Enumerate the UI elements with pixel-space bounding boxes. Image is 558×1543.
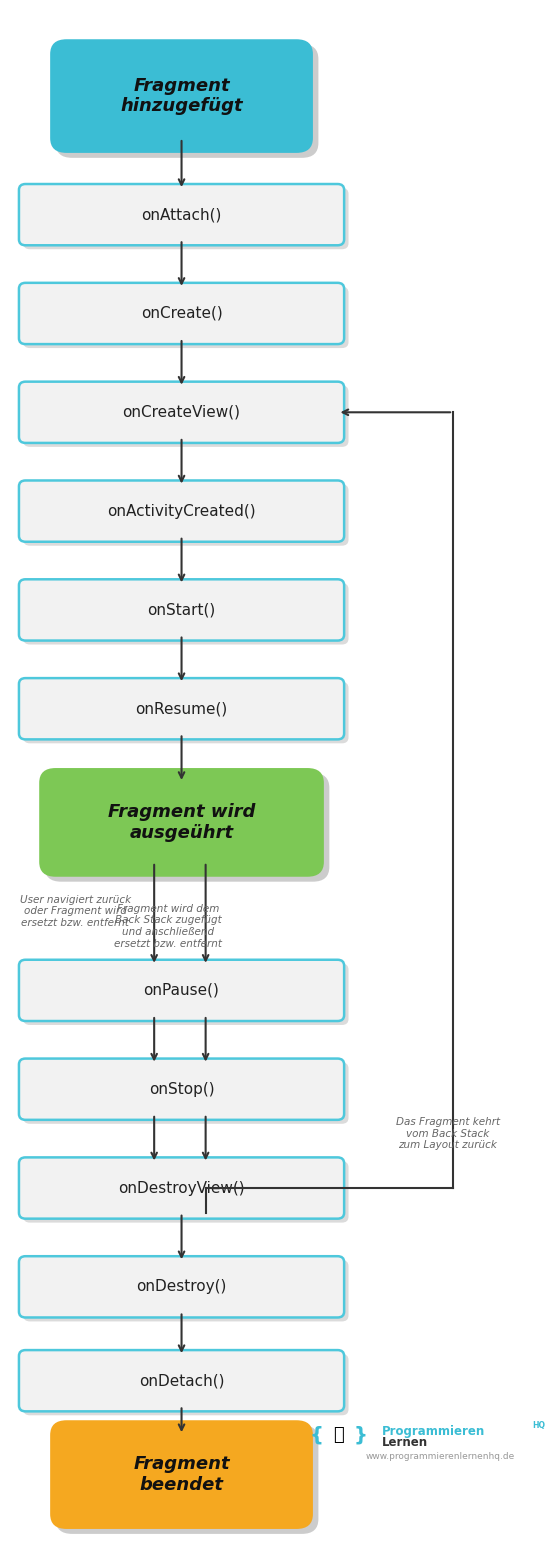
FancyBboxPatch shape [19, 184, 344, 245]
Text: onDetach(): onDetach() [139, 1373, 224, 1389]
Text: Fragment
beendet: Fragment beendet [133, 1455, 230, 1494]
Text: onResume(): onResume() [136, 701, 228, 716]
FancyBboxPatch shape [19, 579, 344, 640]
FancyBboxPatch shape [19, 1256, 344, 1318]
FancyBboxPatch shape [23, 386, 349, 447]
FancyBboxPatch shape [19, 1157, 344, 1219]
Text: onCreateView(): onCreateView() [123, 404, 240, 420]
Text: User navigiert zurück
oder Fragment wird
ersetzt bzw. entfernt: User navigiert zurück oder Fragment wird… [20, 895, 131, 927]
Text: Fragment
hinzugefügt: Fragment hinzugefügt [120, 77, 243, 116]
Text: }: } [353, 1426, 367, 1444]
FancyBboxPatch shape [23, 1261, 349, 1321]
FancyBboxPatch shape [23, 188, 349, 250]
FancyBboxPatch shape [23, 964, 349, 1025]
FancyBboxPatch shape [19, 480, 344, 542]
Text: Das Fragment kehrt
vom Back Stack
zum Layout zurück: Das Fragment kehrt vom Back Stack zum La… [396, 1117, 499, 1150]
FancyBboxPatch shape [39, 768, 324, 876]
FancyBboxPatch shape [50, 39, 313, 153]
Text: onActivityCreated(): onActivityCreated() [107, 503, 256, 518]
Text: Fragment wird dem
Back Stack zugefügt
und anschließend
ersetzt bzw. entfernt: Fragment wird dem Back Stack zugefügt un… [114, 904, 223, 949]
Text: HQ: HQ [532, 1421, 545, 1430]
FancyBboxPatch shape [23, 287, 349, 349]
Text: Programmieren: Programmieren [382, 1424, 485, 1438]
Text: onStart(): onStart() [147, 602, 215, 617]
Text: {: { [309, 1426, 323, 1444]
Text: onDestroy(): onDestroy() [136, 1279, 227, 1295]
Text: 📖: 📖 [333, 1426, 344, 1444]
FancyBboxPatch shape [19, 1058, 344, 1120]
FancyBboxPatch shape [56, 45, 319, 157]
FancyBboxPatch shape [19, 282, 344, 344]
Text: onCreate(): onCreate() [141, 306, 223, 321]
FancyBboxPatch shape [19, 677, 344, 739]
FancyBboxPatch shape [19, 1350, 344, 1412]
Text: Lernen: Lernen [382, 1437, 428, 1449]
FancyBboxPatch shape [19, 960, 344, 1021]
Text: onAttach(): onAttach() [141, 207, 222, 222]
FancyBboxPatch shape [23, 1355, 349, 1415]
Text: onStop(): onStop() [149, 1082, 214, 1097]
FancyBboxPatch shape [23, 583, 349, 645]
Text: www.programmierenlernenhq.de: www.programmierenlernenhq.de [365, 1452, 514, 1461]
FancyBboxPatch shape [45, 773, 329, 881]
Text: onDestroyView(): onDestroyView() [118, 1180, 245, 1196]
FancyBboxPatch shape [23, 485, 349, 546]
FancyBboxPatch shape [23, 1063, 349, 1123]
FancyBboxPatch shape [23, 682, 349, 744]
FancyBboxPatch shape [23, 1162, 349, 1222]
Text: Fragment wird
ausgeührt: Fragment wird ausgeührt [108, 802, 255, 842]
FancyBboxPatch shape [50, 1420, 313, 1529]
Text: onPause(): onPause() [143, 983, 219, 998]
FancyBboxPatch shape [19, 381, 344, 443]
FancyBboxPatch shape [56, 1426, 319, 1534]
